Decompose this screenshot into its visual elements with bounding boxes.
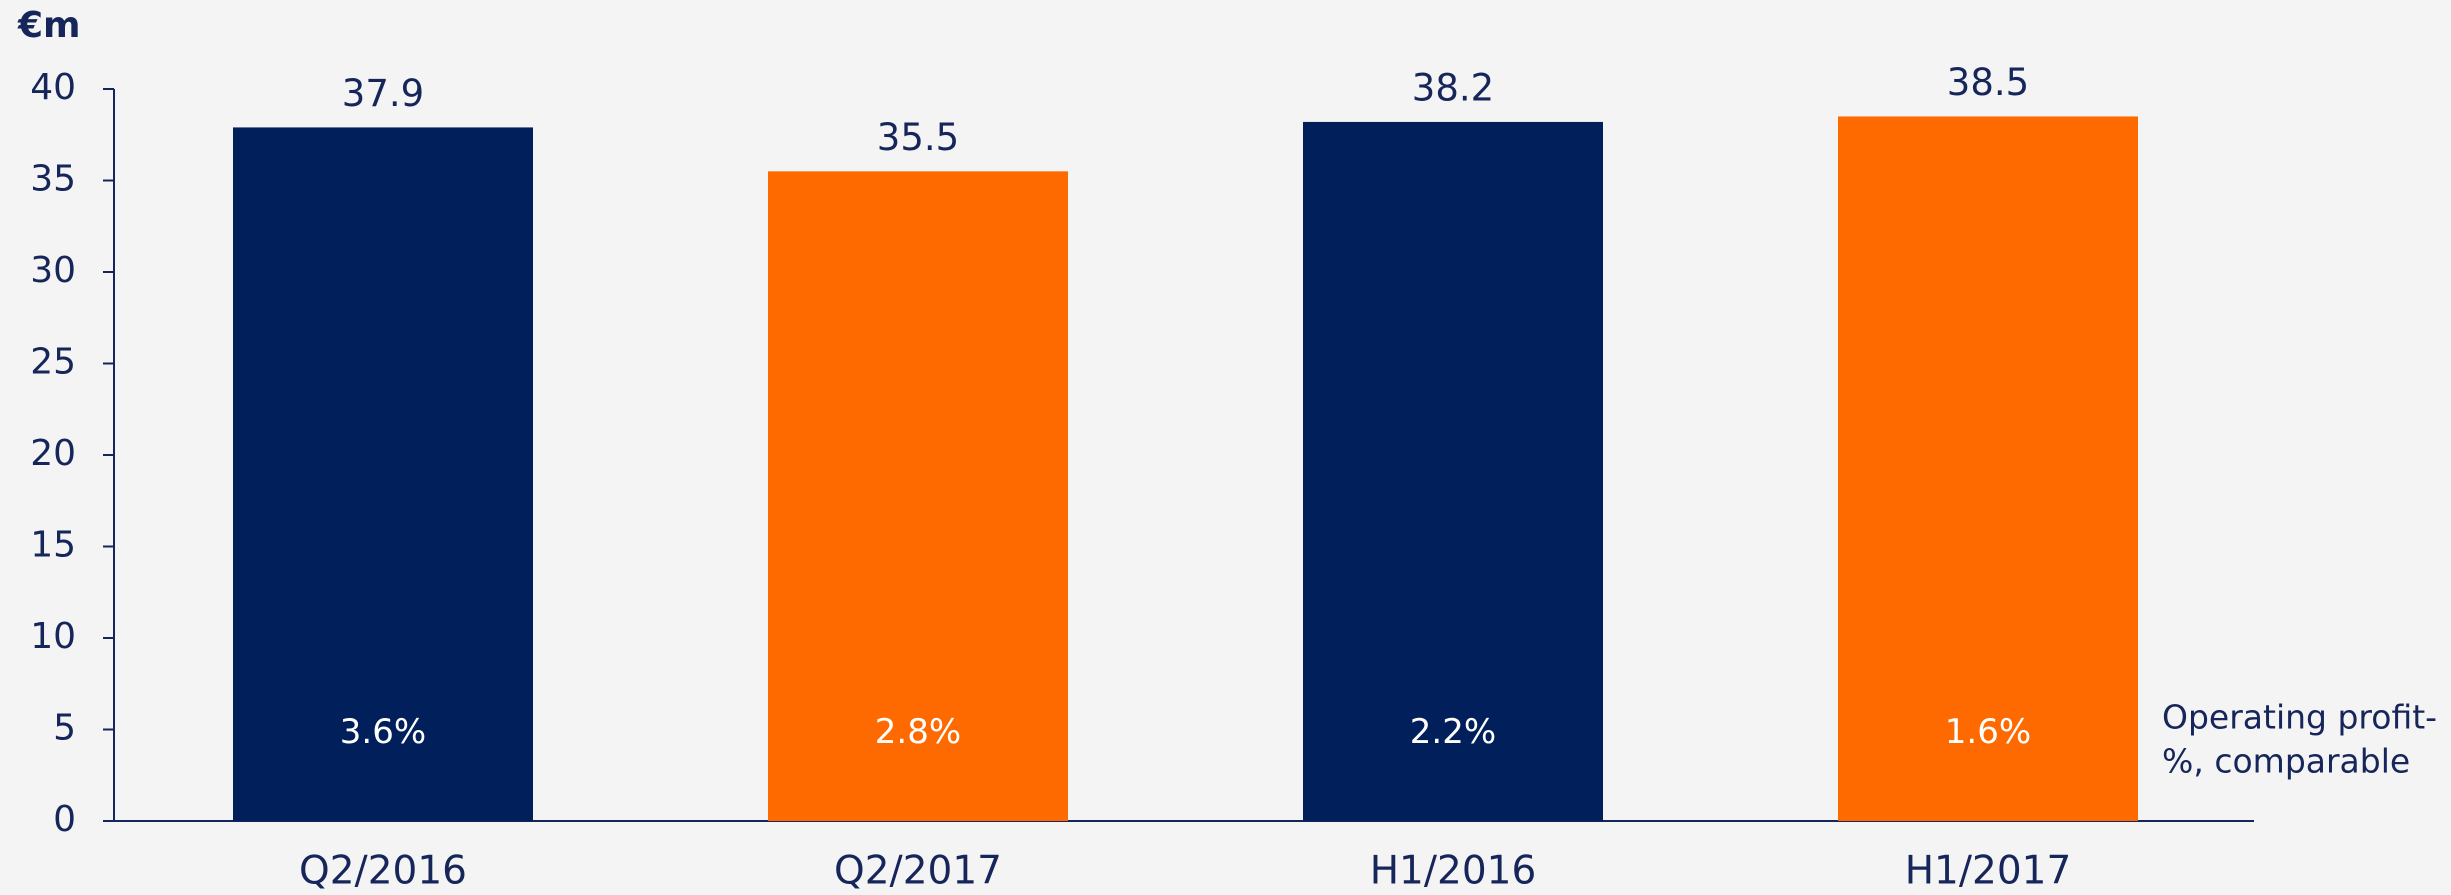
inner-label: 3.6% <box>340 712 426 752</box>
y-tick-label: 0 <box>53 799 76 840</box>
value-label: 37.9 <box>342 72 424 115</box>
y-tick-label: 5 <box>53 708 76 749</box>
value-label: 35.5 <box>877 116 959 159</box>
bar <box>233 127 533 822</box>
y-tick-label: 35 <box>30 159 76 200</box>
x-tick-label: H1/2017 <box>1905 849 2072 894</box>
annotation: %, comparable <box>2162 742 2410 781</box>
y-tick-label: 40 <box>30 67 76 108</box>
bar <box>1838 116 2138 821</box>
bar <box>768 171 1068 822</box>
value-label: 38.2 <box>1412 66 1494 109</box>
bar <box>1303 121 1603 821</box>
x-tick-label: Q2/2016 <box>299 849 467 894</box>
y-tick-label: 30 <box>30 250 76 291</box>
inner-label: 2.2% <box>1410 712 1496 752</box>
y-tick-label: 25 <box>30 342 76 383</box>
y-tick-label: 15 <box>30 525 76 566</box>
inner-label: 2.8% <box>875 712 961 752</box>
x-tick-label: Q2/2017 <box>834 849 1002 894</box>
inner-label: 1.6% <box>1945 712 2031 752</box>
value-label: 38.5 <box>1947 61 2029 104</box>
annotation: Operating profit- <box>2162 698 2437 737</box>
y-tick-label: 20 <box>30 433 76 474</box>
x-tick-label: H1/2016 <box>1370 849 1537 894</box>
y-axis-unit: €m <box>17 5 81 46</box>
y-tick-label: 10 <box>30 616 76 657</box>
